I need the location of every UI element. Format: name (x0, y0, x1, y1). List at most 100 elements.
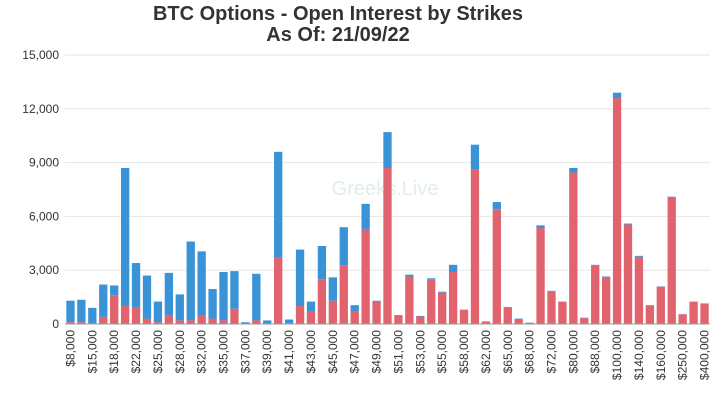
x-tick-label: $35,000 (217, 330, 231, 374)
x-tick-label: $58,000 (457, 330, 471, 374)
bar-segment (66, 322, 75, 324)
bar-segment (99, 316, 108, 324)
bar-segment (153, 322, 163, 324)
x-tick-label: $51,000 (391, 330, 405, 374)
bar-segment (525, 322, 534, 324)
bar-segment (66, 300, 75, 323)
bar-segment (164, 272, 174, 316)
bar-segment (612, 92, 622, 99)
bar-segment (547, 290, 556, 292)
bar-segment (427, 278, 436, 280)
bar-segment (372, 300, 381, 302)
bar-segment (383, 167, 392, 324)
x-tick-label: $18,000 (107, 330, 121, 374)
bar-segment (623, 223, 633, 225)
bar-segment (208, 318, 217, 324)
bar-segment (470, 144, 480, 170)
bar-segment (131, 307, 141, 324)
bar-segment (142, 275, 152, 319)
bar-segment (514, 318, 523, 324)
bar-segment (438, 292, 447, 324)
x-tick-label: $72,000 (544, 330, 558, 374)
x-tick-label: $41,000 (282, 330, 296, 374)
x-tick-label: $400,000 (698, 330, 712, 380)
x-tick-label: $15,000 (85, 330, 99, 374)
bar-segment (317, 279, 327, 324)
bar-segment (667, 196, 676, 198)
bar-segment (492, 202, 501, 210)
x-tick-label: $39,000 (260, 330, 274, 374)
x-tick-label: $25,000 (151, 330, 165, 374)
bar-segment (656, 286, 665, 324)
bar-segment (700, 303, 709, 324)
x-tick-label: $8,000 (63, 330, 77, 367)
chart-subtitle: As Of: 21/09/22 (266, 24, 409, 46)
bar-segment (110, 285, 119, 296)
bar-segment (569, 167, 578, 173)
bar-segment (219, 320, 228, 324)
bar-segment (328, 300, 337, 324)
bar-segment (503, 307, 512, 324)
bar-segment (591, 265, 600, 324)
bar-segment (536, 228, 545, 324)
x-tick-label: $68,000 (523, 330, 537, 374)
bar-segment (383, 132, 392, 168)
bar-segment (678, 314, 687, 324)
x-tick-label: $55,000 (435, 330, 449, 374)
bar-segment (317, 245, 327, 280)
bar-segment (361, 228, 370, 324)
bar-segment (306, 301, 316, 312)
bar-segment (448, 264, 458, 272)
bar-segment (295, 306, 305, 324)
bar-segment (601, 276, 611, 278)
bar-segment (77, 322, 86, 324)
bar-segment (284, 319, 294, 324)
bar-segment (274, 151, 283, 258)
bar-segment (252, 273, 261, 321)
bar-segment (88, 307, 97, 324)
bar-segment (110, 295, 119, 324)
bar-segment (197, 251, 206, 316)
y-tick-label: 12,000 (22, 102, 59, 116)
bar-segment (547, 291, 556, 324)
bar-segment (591, 264, 600, 266)
bar-segment (416, 316, 425, 324)
bar-segment (339, 227, 348, 266)
y-tick-label: 0 (52, 317, 59, 331)
bar-segment (230, 308, 239, 324)
bar-segment (153, 301, 163, 323)
bar-segment (481, 321, 491, 324)
x-tick-label: $65,000 (501, 330, 515, 374)
bar-segment (645, 305, 655, 324)
bar-segment (459, 310, 469, 324)
bar-segment (208, 289, 217, 319)
bar-segment (536, 225, 545, 229)
bar-segment (634, 256, 644, 324)
y-tick-label: 3,000 (29, 263, 59, 277)
bar-segment (667, 197, 676, 324)
x-tick-label: $88,000 (588, 330, 602, 374)
bar-segment (99, 284, 108, 317)
bar-segment (339, 265, 348, 324)
bar-segment (328, 277, 337, 301)
x-tick-label: $62,000 (479, 330, 493, 374)
bar-segment (175, 294, 184, 321)
bar-segment (120, 306, 130, 324)
bar-segment (372, 301, 381, 324)
bar-segment (405, 276, 414, 324)
bar-segment (164, 315, 174, 324)
bar-segment (175, 320, 184, 324)
bar-segment (120, 167, 130, 307)
bar-segment (580, 318, 589, 324)
x-tick-label: $250,000 (676, 330, 690, 380)
bar-segment (274, 257, 283, 324)
x-tick-label: $80,000 (566, 330, 580, 374)
bar-segment (219, 271, 228, 321)
bar-segment (186, 320, 195, 324)
bar-segment (142, 318, 152, 324)
x-tick-label: $45,000 (326, 330, 340, 374)
bar-segment (350, 311, 359, 324)
bar-segment (252, 320, 261, 324)
bar-segment (558, 301, 567, 324)
